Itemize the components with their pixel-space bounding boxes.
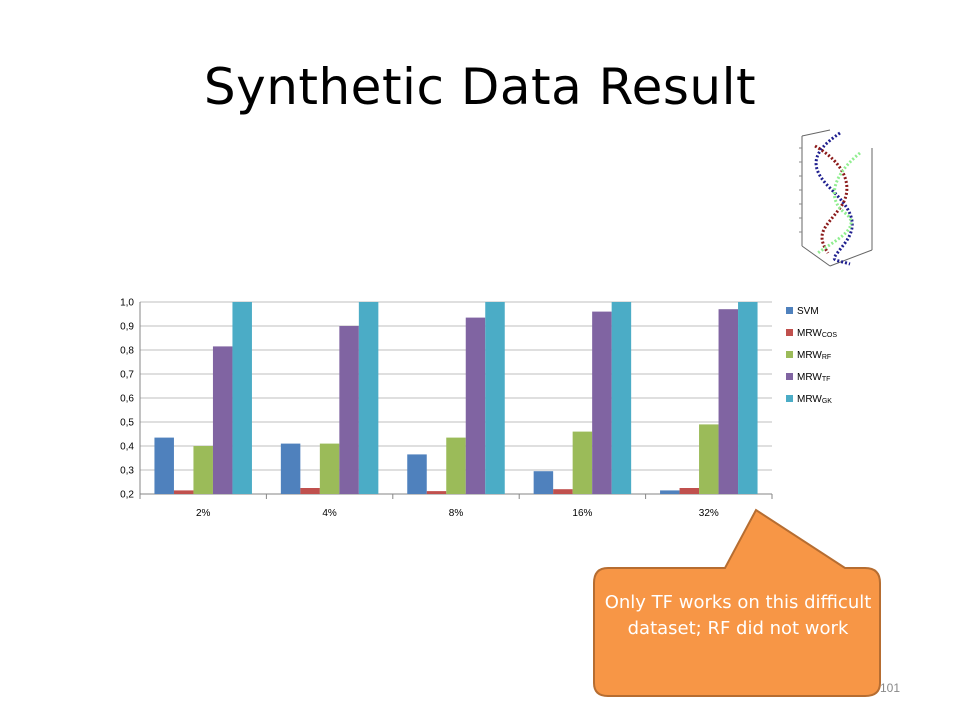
- legend-label: MRWGK: [797, 394, 832, 405]
- y-tick-label: 0,2: [120, 490, 134, 501]
- page-number: 101: [880, 681, 901, 695]
- bar: [426, 491, 447, 494]
- bar: [738, 302, 758, 494]
- legend-label: MRWRF: [797, 350, 831, 361]
- legend-swatch: [786, 329, 793, 336]
- bar: [553, 489, 573, 494]
- x-tick-label: 32%: [699, 508, 719, 519]
- bar: [679, 488, 700, 494]
- legend-swatch: [786, 373, 793, 380]
- y-tick-label: 0,3: [120, 466, 134, 477]
- bar: [280, 443, 301, 494]
- bar: [193, 446, 213, 494]
- bar: [611, 302, 632, 494]
- bar: [232, 302, 252, 494]
- bar: [154, 437, 174, 494]
- y-tick-label: 0,6: [120, 394, 134, 405]
- y-tick-label: 0,4: [120, 442, 134, 453]
- legend-swatch: [786, 307, 793, 314]
- bar: [173, 490, 194, 494]
- bar: [465, 317, 486, 494]
- y-tick-label: 0,9: [120, 322, 134, 333]
- x-tick-label: 8%: [449, 508, 464, 519]
- y-tick-label: 1,0: [120, 298, 134, 309]
- legend-swatch: [786, 395, 793, 402]
- bar: [212, 346, 233, 494]
- bar: [300, 488, 320, 494]
- y-tick-label: 0,7: [120, 370, 134, 381]
- x-tick-label: 16%: [572, 508, 592, 519]
- bar: [592, 311, 612, 494]
- helix-scatter-icon: [799, 129, 873, 267]
- bar: [660, 490, 680, 494]
- bar: [718, 309, 739, 494]
- bar: [485, 302, 505, 494]
- bar: [339, 326, 359, 494]
- legend-label: MRWCOS: [797, 328, 837, 339]
- bar: [407, 454, 427, 494]
- legend-swatch: [786, 351, 793, 358]
- legend-label: SVM: [797, 306, 819, 317]
- bar: [572, 431, 593, 494]
- y-tick-label: 0,5: [120, 418, 134, 429]
- x-tick-label: 4%: [322, 508, 337, 519]
- bar: [446, 437, 466, 494]
- bar: [358, 302, 379, 494]
- x-tick-label: 2%: [196, 508, 211, 519]
- y-tick-label: 0,8: [120, 346, 134, 357]
- bar: [699, 424, 719, 494]
- legend-label: MRWTF: [797, 372, 830, 383]
- callout-text: Only TF works on this difficult dataset;…: [604, 592, 872, 639]
- bar: [319, 443, 340, 494]
- bar: [533, 471, 554, 494]
- slide-title: Synthetic Data Result: [203, 58, 757, 116]
